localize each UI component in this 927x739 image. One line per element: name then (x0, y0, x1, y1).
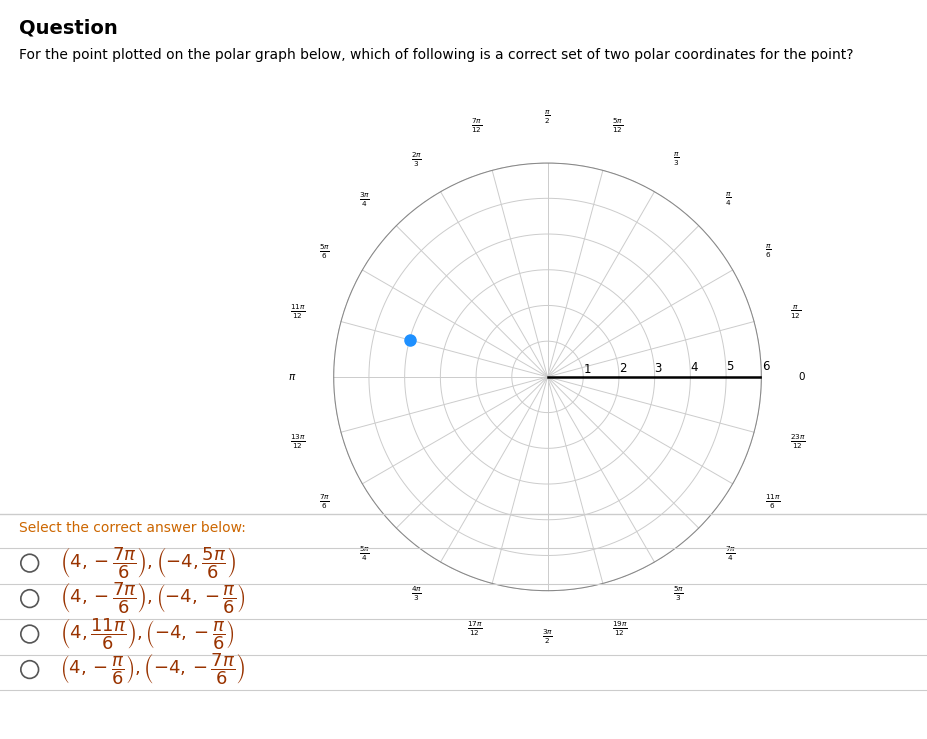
Text: $\frac{\pi}{6}$: $\frac{\pi}{6}$ (764, 243, 770, 260)
Text: 1: 1 (582, 363, 590, 376)
Text: $\frac{23\pi}{12}$: $\frac{23\pi}{12}$ (789, 432, 805, 451)
Text: 2: 2 (618, 362, 626, 375)
Text: For the point plotted on the polar graph below, which of following is a correct : For the point plotted on the polar graph… (19, 48, 852, 62)
Text: $\frac{7\pi}{6}$: $\frac{7\pi}{6}$ (319, 493, 330, 511)
Text: $\frac{\pi}{2}$: $\frac{\pi}{2}$ (543, 109, 551, 126)
Text: $\left(4, -\dfrac{7\pi}{6}\right), \left(-4, \dfrac{5\pi}{6}\right)$: $\left(4, -\dfrac{7\pi}{6}\right), \left… (60, 545, 236, 581)
Text: 0: 0 (797, 372, 804, 382)
Text: $\frac{7\pi}{12}$: $\frac{7\pi}{12}$ (471, 116, 482, 134)
Text: $\frac{13\pi}{12}$: $\frac{13\pi}{12}$ (289, 432, 305, 451)
Text: $\left(4, -\dfrac{\pi}{6}\right), \left(-4, -\dfrac{7\pi}{6}\right)$: $\left(4, -\dfrac{\pi}{6}\right), \left(… (60, 652, 246, 687)
Text: $\frac{11\pi}{12}$: $\frac{11\pi}{12}$ (289, 303, 305, 321)
Text: Question: Question (19, 18, 117, 38)
Text: $\frac{5\pi}{4}$: $\frac{5\pi}{4}$ (359, 545, 370, 563)
Text: $\frac{\pi}{4}$: $\frac{\pi}{4}$ (724, 191, 730, 208)
Text: Select the correct answer below:: Select the correct answer below: (19, 521, 245, 535)
Text: $\frac{19\pi}{12}$: $\frac{19\pi}{12}$ (612, 619, 628, 638)
Text: $\left(4, \dfrac{11\pi}{6}\right), \left(-4, -\dfrac{\pi}{6}\right)$: $\left(4, \dfrac{11\pi}{6}\right), \left… (60, 616, 235, 652)
Text: 4: 4 (690, 361, 697, 374)
Text: $\frac{3\pi}{2}$: $\frac{3\pi}{2}$ (541, 627, 552, 646)
Text: $\frac{5\pi}{12}$: $\frac{5\pi}{12}$ (612, 116, 623, 134)
Text: $\frac{3\pi}{4}$: $\frac{3\pi}{4}$ (359, 191, 370, 209)
Text: $\frac{4\pi}{3}$: $\frac{4\pi}{3}$ (411, 585, 422, 603)
Text: $\left(4, -\dfrac{7\pi}{6}\right), \left(-4, -\dfrac{\pi}{6}\right)$: $\left(4, -\dfrac{7\pi}{6}\right), \left… (60, 581, 246, 616)
Text: $\frac{17\pi}{12}$: $\frac{17\pi}{12}$ (466, 619, 482, 638)
Text: $\frac{5\pi}{3}$: $\frac{5\pi}{3}$ (672, 585, 683, 603)
Text: $\frac{\pi}{12}$: $\frac{\pi}{12}$ (789, 304, 800, 321)
Text: $\frac{11\pi}{6}$: $\frac{11\pi}{6}$ (764, 493, 780, 511)
Text: $\pi$: $\pi$ (288, 372, 297, 382)
Text: 6: 6 (761, 360, 768, 372)
Text: $\frac{7\pi}{4}$: $\frac{7\pi}{4}$ (724, 545, 735, 563)
Text: 5: 5 (725, 361, 732, 373)
Text: 3: 3 (654, 362, 661, 375)
Text: $\frac{\pi}{3}$: $\frac{\pi}{3}$ (672, 151, 679, 168)
Text: $\frac{5\pi}{6}$: $\frac{5\pi}{6}$ (319, 242, 330, 261)
Text: $\frac{2\pi}{3}$: $\frac{2\pi}{3}$ (411, 151, 422, 169)
